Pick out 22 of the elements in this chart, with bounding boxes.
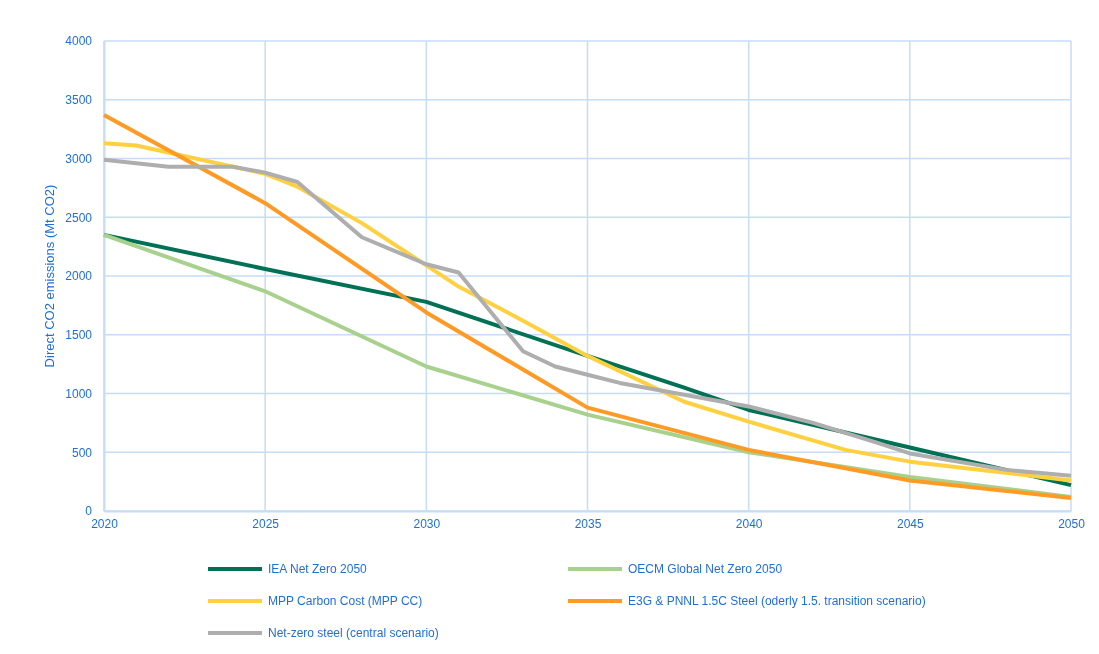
- y-tick-label: 3000: [65, 151, 93, 166]
- x-tick-label: 2040: [735, 516, 763, 531]
- y-tick-label: 4000: [65, 34, 93, 49]
- y-tick-label: 1500: [65, 328, 93, 343]
- y-axis-title: Direct CO2 emissions (Mt CO2): [42, 184, 57, 368]
- y-tick-label: 3500: [65, 93, 93, 108]
- x-tick-label: 2030: [413, 516, 441, 531]
- x-tick-label: 2025: [252, 516, 280, 531]
- y-tick-label: 500: [71, 445, 93, 460]
- legend-label: IEA Net Zero 2050: [268, 562, 368, 576]
- y-tick-label: 1000: [65, 386, 93, 401]
- legend-label: OECM Global Net Zero 2050: [628, 562, 783, 576]
- x-tick-label: 2050: [1058, 516, 1086, 531]
- x-tick-label: 2020: [91, 516, 119, 531]
- x-tick-label: 2035: [574, 516, 602, 531]
- y-tick-label: 2500: [65, 210, 93, 225]
- legend-label: MPP Carbon Cost (MPP CC): [268, 594, 423, 608]
- legend-label: E3G & PNNL 1.5C Steel (oderly 1.5. transition scenario): [628, 594, 926, 608]
- y-tick-label: 2000: [65, 269, 93, 284]
- x-tick-label: 2045: [896, 516, 924, 531]
- y-tick-label: 0: [85, 504, 93, 519]
- legend-label: Net-zero steel (central scenario): [268, 626, 439, 640]
